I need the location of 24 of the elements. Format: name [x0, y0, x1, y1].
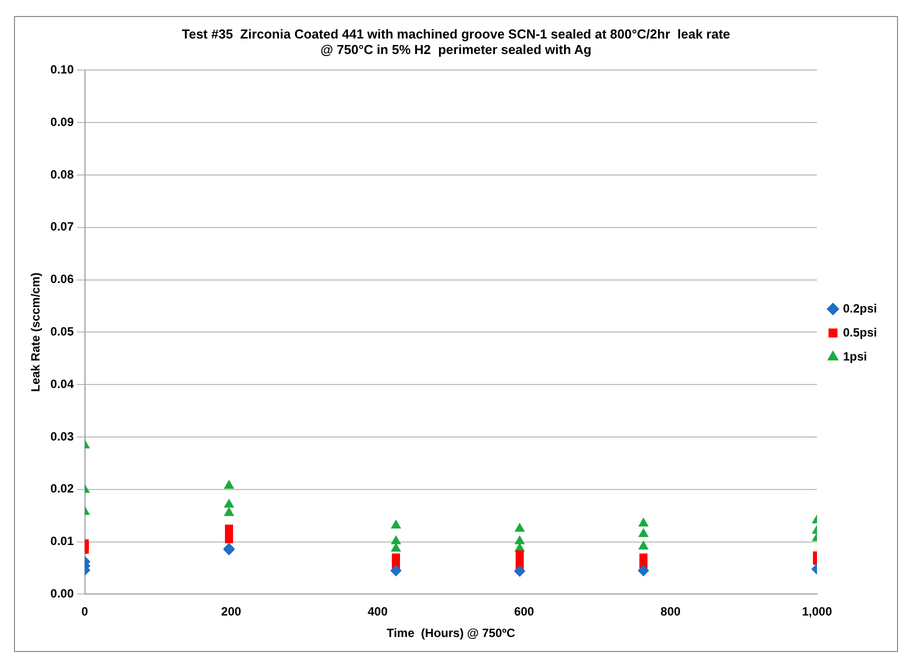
y-tick-label: 0.06	[50, 272, 74, 286]
text: @ 750°C in 5% H2 perimeter sealed with Ag	[320, 42, 592, 57]
x-axis-title: Time (Hours) @ 750ºC	[386, 626, 516, 640]
y-tick-label: 0.10	[50, 62, 74, 77]
x-tick-label: 600	[514, 604, 534, 619]
y-tick-label: 0.02	[50, 482, 74, 496]
y-tick-label: 0.01	[50, 534, 74, 548]
x-tick-label: 200	[221, 604, 242, 619]
y-tick-label: 0.05	[50, 324, 74, 339]
y-tick-label: 0.03	[50, 429, 74, 444]
y-tick-label: 0.04	[50, 376, 74, 391]
text: Test #35 Zirconia Coated 441 with machined groove SCN-1 sealed at 800°C/2hr leak rate	[182, 26, 730, 42]
legend-label: 0.2psi	[842, 301, 878, 316]
legend-label: 1psi	[842, 349, 867, 364]
legend-label: 0.5psi	[842, 325, 878, 340]
y-tick-label: 0.08	[50, 167, 74, 182]
x-tick-label: 0	[81, 604, 88, 619]
x-tick-label: 400	[368, 604, 388, 619]
y-tick-label: 0.07	[50, 220, 74, 234]
y-tick-label: 0.09	[50, 114, 74, 129]
x-tick-label: 1,000	[802, 604, 832, 619]
y-axis-title: Leak Rate (sccm/cm)	[28, 272, 43, 392]
x-tick-label: 800	[660, 604, 681, 619]
y-tick-label: 0.00	[50, 586, 74, 601]
